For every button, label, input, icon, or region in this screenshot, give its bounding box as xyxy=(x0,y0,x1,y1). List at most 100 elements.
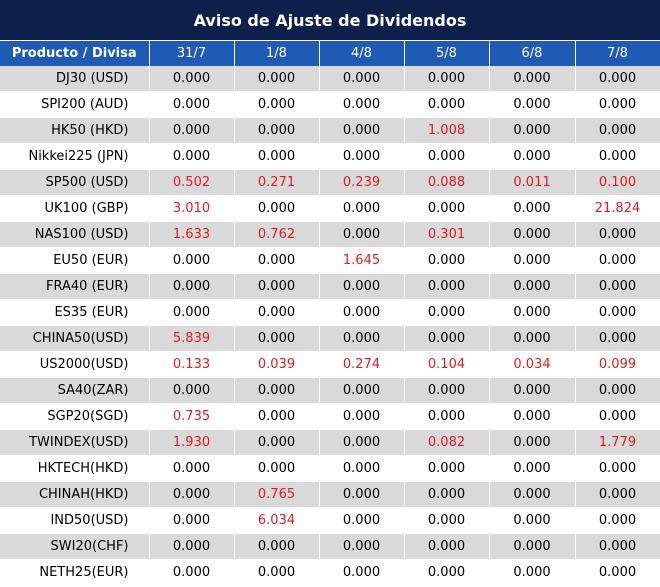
value-cell: 0.000 xyxy=(149,455,235,482)
value-cell: 0.000 xyxy=(234,195,320,222)
value-cell: 0.000 xyxy=(234,533,320,560)
value-cell: 0.000 xyxy=(319,377,405,404)
table-row: SP500 (USD) 0.502 0.271 0.239 0.088 0.011 0.10… xyxy=(0,169,660,196)
value-cell: 0.000 xyxy=(149,507,235,534)
value-cell: 0.000 xyxy=(489,325,576,352)
table-row: US2000(USD) 0.133 0.039 0.274 0.104 0.034 0.09… xyxy=(0,351,660,378)
value-cell: 0.000 xyxy=(319,299,405,326)
value-cell: 0.000 xyxy=(319,507,405,534)
product-cell: HKTECH(HKD) xyxy=(0,455,150,482)
value-cell: 0.000 xyxy=(234,325,320,352)
value-cell: 0.039 xyxy=(234,351,320,378)
table-row: TWINDEX(USD) 1.930 0.000 0.000 0.082 0.000 1.7… xyxy=(0,429,660,456)
value-cell: 0.000 xyxy=(319,117,405,144)
value-cell: 0.000 xyxy=(489,247,576,274)
value-cell: 0.000 xyxy=(575,481,660,508)
value-cell: 0.000 xyxy=(319,221,405,248)
value-cell: 0.000 xyxy=(404,403,490,430)
value-cell: 0.000 xyxy=(149,143,235,170)
product-cell: Nikkei225 (JPN) xyxy=(0,143,150,170)
header-date: 4/8 xyxy=(319,41,405,66)
value-cell: 0.000 xyxy=(489,91,576,118)
value-cell: 0.239 xyxy=(319,169,405,196)
value-cell: 1.633 xyxy=(149,221,235,248)
value-cell: 5.839 xyxy=(149,325,235,352)
value-cell: 0.133 xyxy=(149,351,235,378)
table-body: DJ30 (USD) 0.000 0.000 0.000 0.000 0.000 0.000… xyxy=(0,66,660,586)
value-cell: 0.000 xyxy=(404,299,490,326)
value-cell: 0.000 xyxy=(404,507,490,534)
value-cell: 0.000 xyxy=(319,325,405,352)
value-cell: 0.000 xyxy=(319,455,405,482)
value-cell: 0.301 xyxy=(404,221,490,248)
value-cell: 3.010 xyxy=(149,195,235,222)
value-cell: 0.000 xyxy=(404,195,490,222)
value-cell: 0.000 xyxy=(404,273,490,300)
value-cell: 0.000 xyxy=(404,481,490,508)
value-cell: 0.000 xyxy=(575,325,660,352)
value-cell: 0.000 xyxy=(149,66,235,92)
value-cell: 0.000 xyxy=(489,429,576,456)
value-cell: 0.000 xyxy=(149,533,235,560)
value-cell: 0.000 xyxy=(149,273,235,300)
value-cell: 0.011 xyxy=(489,169,576,196)
value-cell: 0.765 xyxy=(234,481,320,508)
product-cell: US2000(USD) xyxy=(0,351,150,378)
table-row: UK100 (GBP) 3.010 0.000 0.000 0.000 0.000 21.8… xyxy=(0,195,660,222)
value-cell: 0.088 xyxy=(404,169,490,196)
header-date: 1/8 xyxy=(234,41,320,66)
value-cell: 0.000 xyxy=(234,299,320,326)
value-cell: 1.008 xyxy=(404,117,490,144)
table-row: SGP20(SGD) 0.735 0.000 0.000 0.000 0.000 0.000 xyxy=(0,403,660,430)
value-cell: 0.000 xyxy=(489,143,576,170)
value-cell: 0.000 xyxy=(234,455,320,482)
value-cell: 0.000 xyxy=(489,66,576,92)
value-cell: 0.000 xyxy=(149,299,235,326)
value-cell: 0.000 xyxy=(234,117,320,144)
value-cell: 0.000 xyxy=(404,143,490,170)
value-cell: 1.645 xyxy=(319,247,405,274)
value-cell: 0.000 xyxy=(489,507,576,534)
value-cell: 0.762 xyxy=(234,221,320,248)
table-row: HKTECH(HKD) 0.000 0.000 0.000 0.000 0.000 0.00… xyxy=(0,455,660,482)
table-row: CHINA50(USD) 5.839 0.000 0.000 0.000 0.000 0.0… xyxy=(0,325,660,352)
header-date: 6/8 xyxy=(489,41,576,66)
value-cell: 0.000 xyxy=(575,455,660,482)
value-cell: 0.000 xyxy=(319,143,405,170)
value-cell: 0.000 xyxy=(575,403,660,430)
header-date: 31/7 xyxy=(149,41,235,66)
product-cell: NAS100 (USD) xyxy=(0,221,150,248)
value-cell: 0.000 xyxy=(489,559,576,586)
table-row: ES35 (EUR) 0.000 0.000 0.000 0.000 0.000 0.000 xyxy=(0,299,660,326)
value-cell: 0.000 xyxy=(489,299,576,326)
value-cell: 0.000 xyxy=(319,273,405,300)
value-cell: 0.000 xyxy=(404,455,490,482)
value-cell: 0.000 xyxy=(234,559,320,586)
table-row: HK50 (HKD) 0.000 0.000 0.000 1.008 0.000 0.000 xyxy=(0,117,660,144)
value-cell: 0.000 xyxy=(489,533,576,560)
table-row: SPI200 (AUD) 0.000 0.000 0.000 0.000 0.000 0.0… xyxy=(0,91,660,118)
value-cell: 0.000 xyxy=(575,66,660,92)
value-cell: 0.000 xyxy=(575,533,660,560)
value-cell: 0.000 xyxy=(575,221,660,248)
page-title-text: Aviso de Ajuste de Dividendos xyxy=(193,10,467,30)
product-cell: HK50 (HKD) xyxy=(0,117,150,144)
value-cell: 0.000 xyxy=(489,481,576,508)
table-row: IND50(USD) 0.000 6.034 0.000 0.000 0.000 0.000 xyxy=(0,507,660,534)
product-cell: UK100 (GBP) xyxy=(0,195,150,222)
value-cell: 0.000 xyxy=(319,66,405,92)
product-cell: IND50(USD) xyxy=(0,507,150,534)
value-cell: 0.000 xyxy=(319,559,405,586)
value-cell: 0.000 xyxy=(149,247,235,274)
value-cell: 0.000 xyxy=(575,377,660,404)
value-cell: 0.082 xyxy=(404,429,490,456)
table-row: DJ30 (USD) 0.000 0.000 0.000 0.000 0.000 0.000 xyxy=(0,66,660,92)
product-cell: EU50 (EUR) xyxy=(0,247,150,274)
value-cell: 0.000 xyxy=(149,117,235,144)
table-row: Nikkei225 (JPN) 0.000 0.000 0.000 0.000 0.000… xyxy=(0,143,660,170)
value-cell: 0.000 xyxy=(489,403,576,430)
value-cell: 0.000 xyxy=(234,91,320,118)
value-cell: 0.099 xyxy=(575,351,660,378)
value-cell: 0.000 xyxy=(489,455,576,482)
product-cell: SWI20(CHF) xyxy=(0,533,150,560)
